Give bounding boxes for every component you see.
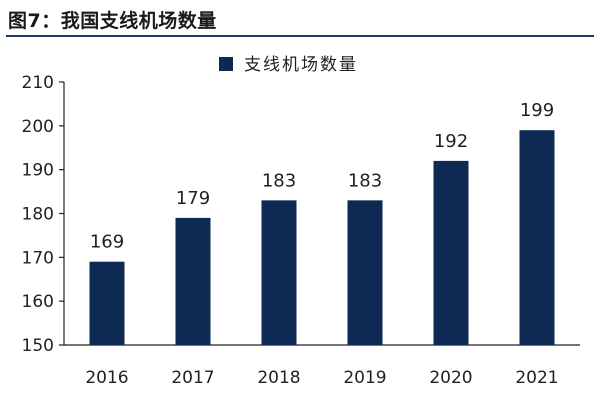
bars bbox=[89, 130, 555, 345]
legend: 支线机场数量 bbox=[219, 55, 358, 75]
data-label: 179 bbox=[176, 188, 210, 209]
x-tick-label: 2016 bbox=[85, 368, 128, 388]
data-label: 183 bbox=[262, 170, 296, 191]
x-tick-label: 2017 bbox=[171, 368, 214, 388]
bar bbox=[89, 261, 125, 345]
y-tick-label: 160 bbox=[22, 292, 54, 312]
bar bbox=[433, 160, 469, 345]
bar bbox=[347, 200, 383, 345]
x-tick-label: 2019 bbox=[343, 368, 386, 388]
figure-title: 图7：我国支线机场数量 bbox=[8, 10, 217, 32]
title-rule bbox=[6, 35, 594, 37]
y-tick-label: 200 bbox=[22, 117, 54, 137]
x-tick-label: 2021 bbox=[515, 368, 558, 388]
legend-label: 支线机场数量 bbox=[244, 55, 358, 75]
data-labels: 169 179 183 183 192 199 bbox=[90, 100, 554, 253]
bar bbox=[519, 130, 555, 345]
bar bbox=[261, 200, 297, 345]
axes: 150 160 170 180 190 200 210 2016 2017 2018 2019 202… bbox=[22, 73, 580, 388]
data-label: 192 bbox=[434, 131, 468, 152]
bar bbox=[175, 217, 211, 345]
data-label: 199 bbox=[520, 100, 554, 121]
y-tick-label: 150 bbox=[22, 336, 54, 356]
y-tick-label: 190 bbox=[22, 161, 54, 181]
data-label: 169 bbox=[90, 232, 124, 253]
data-label: 183 bbox=[348, 170, 382, 191]
x-tick-label: 2020 bbox=[429, 368, 472, 388]
x-tick-label: 2018 bbox=[257, 368, 300, 388]
y-tick-label: 180 bbox=[22, 205, 54, 225]
y-tick-label: 210 bbox=[22, 73, 54, 93]
legend-swatch bbox=[219, 57, 233, 71]
y-tick-label: 170 bbox=[22, 248, 54, 268]
